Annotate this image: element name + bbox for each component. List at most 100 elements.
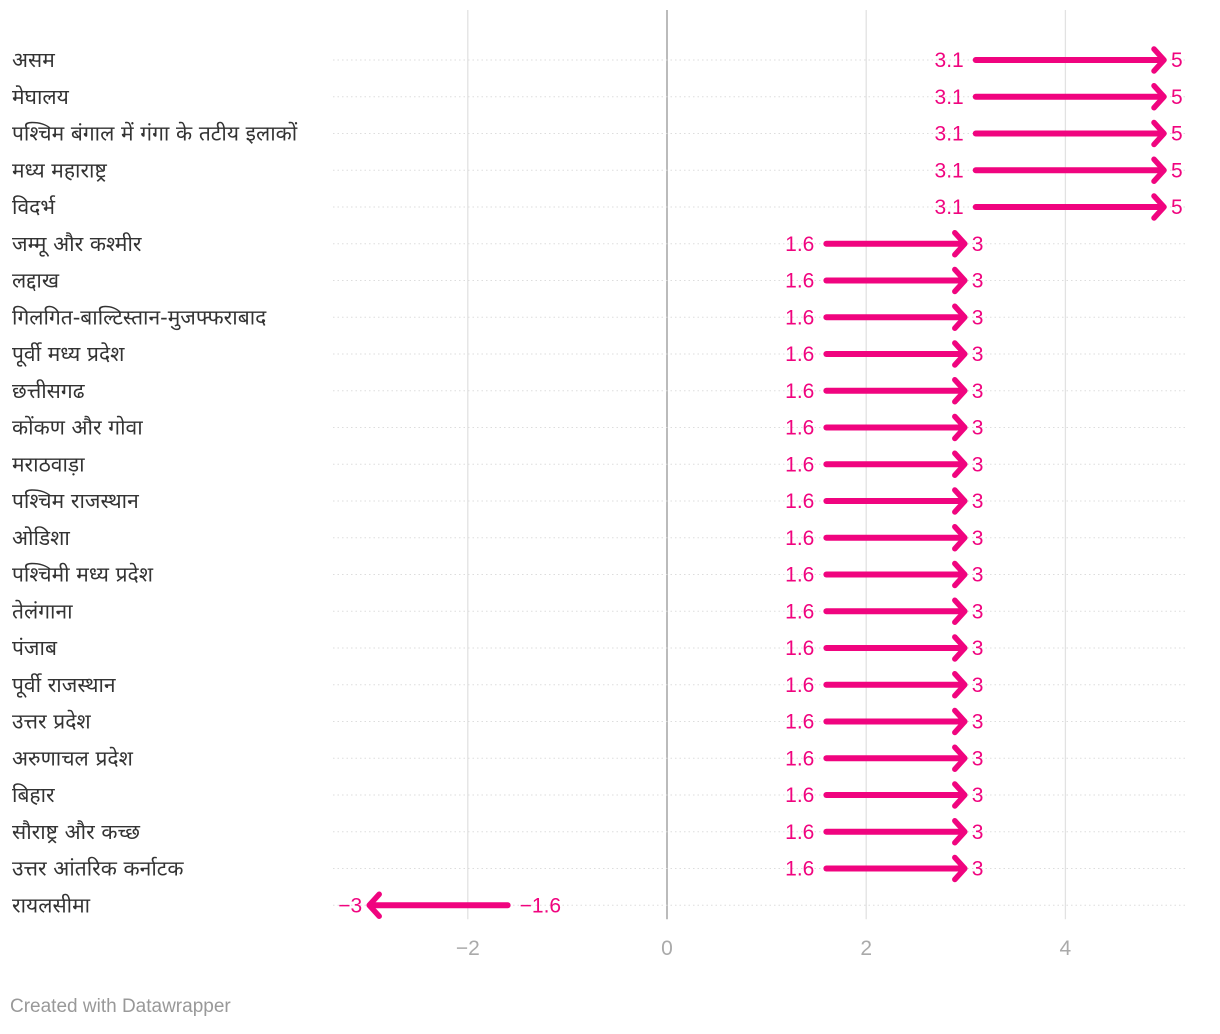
start-value-label: 1.6 — [785, 306, 814, 329]
arrow-head — [952, 230, 968, 258]
arrow-head — [1151, 156, 1167, 184]
data-row: मराठवाड़ा 1.6 3 — [12, 450, 1188, 478]
data-row: असम 3.1 5 — [12, 46, 1188, 74]
arrow-head — [952, 634, 968, 662]
start-value-label: 3.1 — [935, 49, 964, 72]
data-row: कोंकण और गोवा 1.6 3 — [12, 413, 1188, 442]
start-value-label: 1.6 — [785, 233, 814, 256]
row-label: मेघालय — [12, 85, 70, 109]
data-row: गिलगित-बाल्टिस्तान-मुजफ्फराबाद 1.6 3 — [12, 303, 1188, 331]
data-row: पूर्वी मध्य प्रदेश 1.6 3 — [12, 340, 1188, 368]
end-value-label: 3 — [972, 564, 984, 587]
row-label: ओडिशा — [12, 526, 70, 550]
start-value-label: 1.6 — [785, 821, 814, 844]
end-value-label: 3 — [972, 747, 984, 770]
row-label: पंजाब — [12, 636, 58, 660]
start-value-label: 1.6 — [785, 747, 814, 770]
row-label: विदर्भ — [12, 195, 56, 219]
arrow-head — [952, 413, 968, 442]
arrow-head — [952, 560, 968, 589]
data-row: रायलसीमा −1.6 −3 — [12, 891, 1188, 919]
arrow-head — [952, 597, 968, 625]
end-value-label: 3 — [972, 711, 984, 734]
start-value-label: 1.6 — [785, 270, 814, 293]
end-value-label: −3 — [338, 894, 362, 917]
end-value-label: 5 — [1171, 123, 1183, 146]
start-value-label: 1.6 — [785, 380, 814, 403]
arrow-head — [952, 524, 968, 552]
data-row: मेघालय 3.1 5 — [12, 83, 1188, 111]
datawrapper-credit: Created with Datawrapper — [10, 996, 231, 1017]
end-value-label: 5 — [1171, 86, 1183, 109]
arrow-head — [952, 303, 968, 331]
data-row: सौराष्ट्र और कच्छ 1.6 3 — [12, 818, 1188, 846]
data-row: बिहार 1.6 3 — [12, 781, 1188, 809]
end-value-label: 5 — [1171, 196, 1183, 219]
row-label: बिहार — [12, 783, 55, 807]
data-row: उत्तर प्रदेश 1.6 3 — [12, 707, 1188, 736]
arrow-head — [952, 854, 968, 883]
arrow-head — [1151, 83, 1167, 111]
arrow-head — [952, 818, 968, 846]
row-label: मराठवाड़ा — [12, 452, 85, 476]
start-value-label: 1.6 — [785, 343, 814, 366]
start-value-label: 1.6 — [785, 858, 814, 881]
row-label: असम — [12, 48, 55, 72]
end-value-label: 3 — [972, 490, 984, 513]
arrow-head — [952, 707, 968, 736]
row-label: अरुणाचल प्रदेश — [12, 746, 134, 770]
arrow-head — [952, 266, 968, 295]
end-value-label: 3 — [972, 821, 984, 844]
row-label: पूर्वी राजस्थान — [12, 673, 116, 698]
row-label: रायलसीमा — [12, 893, 91, 917]
data-row: उत्तर आंतरिक कर्नाटक 1.6 3 — [12, 854, 1188, 883]
end-value-label: 5 — [1171, 159, 1183, 182]
arrow-chart: असम 3.1 5मेघालय 3.1 5पश्चिम बंगाल में गंगा क… — [12, 10, 1188, 960]
arrow-head — [952, 377, 968, 405]
data-row: जम्मू और कश्मीर 1.6 3 — [12, 230, 1188, 258]
data-row: पूर्वी राजस्थान 1.6 3 — [12, 671, 1188, 699]
row-label: मध्य महाराष्ट्र — [12, 158, 107, 182]
arrow-head — [952, 487, 968, 515]
row-label: पश्चिमी मध्य प्रदेश — [12, 563, 154, 587]
arrow-head — [952, 450, 968, 478]
arrow-head — [1151, 119, 1167, 148]
arrow-head — [952, 340, 968, 368]
data-row: ओडिशा 1.6 3 — [12, 524, 1188, 552]
end-value-label: 3 — [972, 453, 984, 476]
row-label: गिलगित-बाल्टिस्तान-मुजफ्फराबाद — [12, 305, 267, 330]
row-label: पश्चिम बंगाल में गंगा के तटीय इलाकों — [12, 122, 298, 146]
data-row: विदर्भ 3.1 5 — [12, 193, 1188, 221]
end-value-label: 3 — [972, 527, 984, 550]
row-label: तेलंगाना — [12, 599, 73, 623]
start-value-label: 1.6 — [785, 417, 814, 440]
row-label: उत्तर आंतरिक कर्नाटक — [12, 857, 184, 881]
end-value-label: 3 — [972, 270, 984, 293]
x-tick-label: 4 — [1060, 937, 1072, 960]
start-value-label: 1.6 — [785, 490, 814, 513]
data-row: पंजाब 1.6 3 — [12, 634, 1188, 662]
data-row: अरुणाचल प्रदेश 1.6 3 — [12, 744, 1188, 772]
end-value-label: 3 — [972, 417, 984, 440]
end-value-label: 3 — [972, 306, 984, 329]
row-label: लद्दाख — [12, 269, 60, 293]
data-row: पश्चिम राजस्थान 1.6 3 — [12, 487, 1188, 515]
end-value-label: 5 — [1171, 49, 1183, 72]
data-row: पश्चिम बंगाल में गंगा के तटीय इलाकों 3.1 5 — [12, 119, 1188, 148]
start-value-label: 1.6 — [785, 784, 814, 807]
x-tick-label: 2 — [860, 937, 872, 960]
arrow-head — [952, 671, 968, 699]
row-label: जम्मू और कश्मीर — [12, 232, 142, 257]
data-row: छत्तीसगढ 1.6 3 — [12, 377, 1188, 405]
end-value-label: 3 — [972, 600, 984, 623]
row-label: पूर्वी मध्य प्रदेश — [12, 342, 125, 367]
arrow-head — [952, 744, 968, 772]
row-label: कोंकण और गोवा — [12, 416, 143, 440]
data-row: लद्दाख 1.6 3 — [12, 266, 1188, 295]
start-value-label: −1.6 — [520, 894, 561, 917]
end-value-label: 3 — [972, 380, 984, 403]
end-value-label: 3 — [972, 233, 984, 256]
data-row: मध्य महाराष्ट्र 3.1 5 — [12, 156, 1188, 184]
row-label: सौराष्ट्र और कच्छ — [12, 820, 140, 844]
start-value-label: 3.1 — [935, 86, 964, 109]
